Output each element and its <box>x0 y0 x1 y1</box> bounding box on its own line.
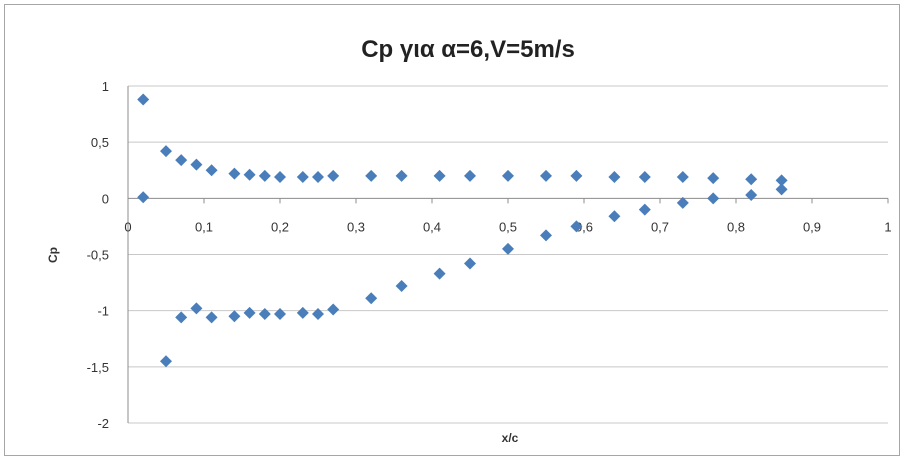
x-tick-label: 0 <box>124 219 131 234</box>
data-point <box>676 196 689 209</box>
data-point <box>745 173 758 186</box>
x-tick-label: 1 <box>884 219 891 234</box>
data-point <box>365 169 378 182</box>
data-point <box>638 203 651 216</box>
y-tick-label: -2 <box>97 416 109 431</box>
data-point <box>137 191 150 204</box>
x-tick-label: 0,2 <box>271 219 289 234</box>
chart-frame: Cp για α=6,V=5m/s 1 0,5 0 -0,5 -1 -1,5 -2 0 0,1 0… <box>4 4 900 456</box>
data-point <box>775 183 788 196</box>
data-point <box>775 174 788 187</box>
chart-title: Cp για α=6,V=5m/s <box>361 36 575 63</box>
data-points <box>137 93 788 368</box>
data-point <box>540 229 552 242</box>
x-tick-label: 0,9 <box>803 219 821 234</box>
data-point <box>502 169 514 182</box>
data-point <box>433 169 446 182</box>
data-point <box>395 169 408 182</box>
data-point <box>205 311 218 324</box>
data-point <box>190 158 203 171</box>
x-tick-label: 0,3 <box>347 219 365 234</box>
data-point <box>175 311 188 324</box>
x-tick-label: 0,1 <box>195 219 213 234</box>
data-point <box>258 308 271 321</box>
data-point <box>502 242 514 255</box>
data-point <box>175 154 188 167</box>
data-point <box>327 303 340 316</box>
data-point <box>327 169 340 182</box>
x-tick-label: 0,7 <box>651 219 669 234</box>
data-point <box>608 170 621 183</box>
data-point <box>707 192 720 205</box>
x-tick-label: 0,8 <box>727 219 745 234</box>
data-point <box>243 168 256 181</box>
data-point <box>570 220 583 233</box>
data-point <box>160 355 172 368</box>
data-point <box>296 170 309 183</box>
y-tick-label: -0,5 <box>87 248 109 263</box>
data-point <box>638 170 651 183</box>
gridlines <box>127 85 889 424</box>
data-point <box>160 145 172 158</box>
y-tick-label: -1 <box>97 304 109 319</box>
data-point <box>676 170 689 183</box>
data-point <box>274 170 286 183</box>
data-point <box>464 169 476 182</box>
data-point <box>137 93 150 106</box>
tick-labels: 1 0,5 0 -0,5 -1 -1,5 -2 0 0,1 0,2 0,3 0,4 0,5 0,6 0,7 0… <box>87 79 892 431</box>
data-point <box>464 257 476 270</box>
data-point <box>433 267 446 280</box>
y-tick-label: 0 <box>102 191 109 206</box>
data-point <box>205 164 218 177</box>
data-point <box>745 188 758 201</box>
y-tick-label: 0,5 <box>91 135 109 150</box>
data-point <box>274 308 286 321</box>
data-point <box>365 292 378 305</box>
data-point <box>312 170 324 183</box>
y-tick-label: -1,5 <box>87 360 109 375</box>
data-point <box>570 169 583 182</box>
x-axis-title: x/c <box>502 431 519 445</box>
data-point <box>228 310 241 323</box>
data-point <box>228 167 241 180</box>
data-point <box>258 169 271 182</box>
data-point <box>395 279 408 292</box>
data-point <box>243 306 256 319</box>
y-tick-label: 1 <box>102 79 109 94</box>
data-point <box>540 169 552 182</box>
data-point <box>312 308 324 321</box>
data-point <box>190 302 203 315</box>
x-tick-label: 0,5 <box>499 219 517 234</box>
y-axis-title: Cp <box>46 247 60 263</box>
x-tick-label: 0,4 <box>423 219 441 234</box>
data-point <box>296 306 309 319</box>
data-point <box>707 172 720 185</box>
chart-svg: Cp για α=6,V=5m/s 1 0,5 0 -0,5 -1 -1,5 -2 0 0,1 0… <box>46 36 892 445</box>
x-tick-label: 0,6 <box>575 219 593 234</box>
data-point <box>608 210 621 223</box>
